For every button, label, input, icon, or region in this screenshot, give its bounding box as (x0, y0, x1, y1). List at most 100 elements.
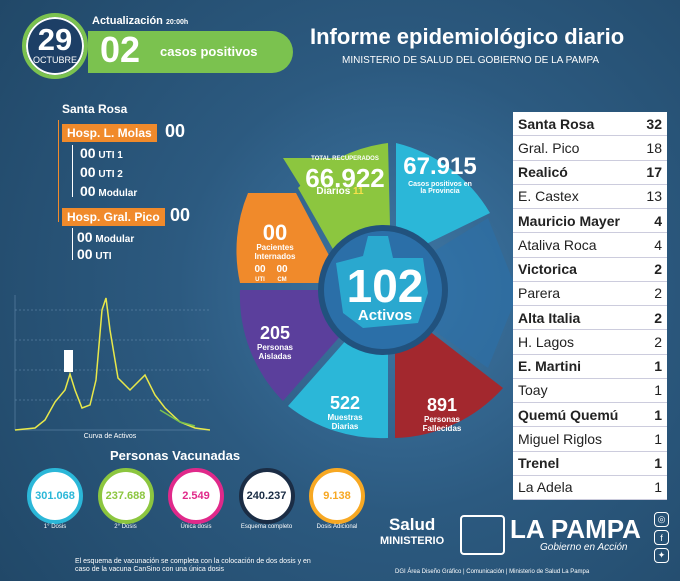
table-row: Quemú Quemú 1 (513, 403, 667, 428)
locality-name: Victorica (518, 261, 577, 278)
activos-value: 102 (346, 260, 424, 312)
positivos-value: 67.915 (403, 153, 477, 180)
date-month: OCTUBRE (32, 55, 77, 65)
hospital-line (58, 120, 59, 222)
aisladas-label: Personas Aisladas (256, 343, 294, 361)
diarios: Diarios 11 (316, 186, 364, 197)
hospital-city: Santa Rosa (62, 102, 128, 116)
active-curve-chart: Curva de Activos (14, 295, 210, 440)
locality-value: 1 (654, 479, 662, 496)
uti-value: 00 (254, 264, 266, 275)
locality-value: 2 (654, 309, 662, 326)
locality-value: 1 (654, 430, 662, 447)
internados-segment (236, 193, 333, 283)
update-time: Actualización 20:00h (92, 15, 189, 27)
fallecidas-value: 891 (426, 395, 458, 415)
gobierno-logo: Gobierno en Acción (540, 542, 628, 553)
locality-name: La Adela (518, 479, 573, 496)
cm-value: 00 (276, 264, 288, 275)
positive-label: casos positivos (160, 44, 258, 59)
vaccine-item: 240.237 Esquema completo (232, 468, 302, 530)
table-row: Gral. Pico 18 (513, 136, 667, 161)
locality-value: 2 (654, 261, 662, 278)
page-subtitle: MINISTERIO DE SALUD DEL GOBIERNO DE LA P… (342, 55, 600, 66)
vaccination-note: El esquema de vacunación se completa con… (75, 558, 311, 573)
table-row: Mauricio Mayer 4 (513, 209, 667, 234)
muestras-label: Muestras Diarias (327, 413, 363, 431)
locality-value: 13 (646, 188, 662, 205)
footer-credits: DGI Área Diseño Gráfico | Comunicación |… (395, 569, 590, 575)
instagram-icon[interactable]: ◎ (654, 512, 669, 527)
table-row: E. Martini 1 (513, 355, 667, 379)
locality-name: E. Castex (518, 188, 579, 205)
hosp-molas-label: Hosp. L. Molas (62, 124, 157, 142)
salud-logo: Salud MINISTERIO (380, 515, 445, 547)
la-pampa-logo: LA PAMPA (510, 514, 641, 544)
locality-value: 2 (654, 285, 662, 302)
vaccine-label: 2° Dosis (114, 524, 137, 530)
date-badge: 29 OCTUBRE (22, 13, 88, 79)
date-day: 29 (37, 22, 73, 57)
aisladas-value: 205 (259, 323, 291, 343)
stats-wheel (236, 143, 518, 439)
locality-value: 18 (646, 139, 662, 156)
locality-name: Parera (518, 285, 561, 302)
vaccine-label: Dosis Adicional (316, 524, 358, 530)
table-row: Miguel Riglos 1 (513, 427, 667, 452)
muestras-segment (288, 338, 388, 439)
recuperados-label: TOTAL RECUPERADOS (311, 156, 379, 162)
table-row: Ataliva Roca 4 (513, 233, 667, 258)
vaccine-item: 2.549 Única dosis (161, 468, 231, 530)
vaccine-value: 237.688 (97, 468, 154, 524)
locality-name: Mauricio Mayer (518, 212, 620, 229)
table-row: E. Castex 13 (513, 185, 667, 209)
table-row: Toay 1 (513, 379, 667, 403)
table-row: Victorica 2 (513, 258, 667, 282)
locality-name: E. Martini (518, 358, 582, 375)
vaccination-row: 301.068 1° Dosis 237.688 2° Dosis 2.549 Única… (20, 468, 372, 530)
positivos-label: Casos positivos en la Provincia (408, 181, 472, 195)
locality-name: Gral. Pico (518, 139, 580, 156)
vaccine-label: Única dosis (180, 524, 212, 530)
chart-marker (64, 350, 73, 372)
recuperados-value: 66.922 (305, 163, 385, 193)
table-row: Realicó 17 (513, 161, 667, 185)
locality-name: Santa Rosa (518, 115, 595, 132)
locality-value: 1 (654, 382, 662, 399)
vaccination-title: Personas Vacunadas (110, 448, 241, 463)
activos-label: Activos (357, 307, 413, 324)
table-row: Alta Italia 2 (513, 306, 667, 331)
pico-modular: 00 Modular (77, 229, 135, 245)
internados-label: Pacientes Internados (254, 243, 296, 261)
hosp-molas-value: 00 (165, 121, 186, 141)
vaccine-value: 9.138 (309, 468, 365, 524)
locality-value: 1 (654, 358, 662, 375)
locality-value: 4 (654, 212, 662, 229)
locality-value: 17 (646, 164, 662, 181)
twitter-icon[interactable]: ✦ (654, 548, 669, 563)
locality-value: 4 (654, 236, 662, 253)
locality-name: Quemú Quemú (518, 406, 619, 423)
page-title: Informe epidemiológico diario (310, 24, 625, 49)
table-row: H. Lagos 2 (513, 330, 667, 355)
locality-value: 1 (654, 406, 662, 423)
fallecidas-segment (395, 330, 503, 438)
locality-table: Santa Rosa 32 Gral. Pico 18 Realicó 17 E. Cast… (513, 112, 667, 500)
locality-value: 2 (654, 333, 662, 350)
locality-name: Alta Italia (518, 309, 581, 326)
locality-name: Trenel (518, 455, 560, 472)
pico-uti: 00 UTI (77, 246, 112, 262)
table-row: Parera 2 (513, 282, 667, 306)
locality-value: 1 (654, 455, 662, 472)
vaccine-item: 9.138 Dosis Adicional (302, 468, 372, 530)
cm-label: CM (277, 277, 287, 283)
uti-label: UTI (255, 277, 265, 283)
pico-line (72, 228, 73, 260)
positivos-segment (396, 143, 490, 248)
locality-value: 32 (646, 115, 662, 132)
fallecidas-label: Personas Fallecidas (422, 415, 462, 433)
facebook-icon[interactable]: f (654, 530, 669, 545)
locality-name: Realicó (518, 164, 568, 181)
locality-name: H. Lagos (518, 333, 575, 350)
la-pampa-map-icon (460, 515, 505, 555)
